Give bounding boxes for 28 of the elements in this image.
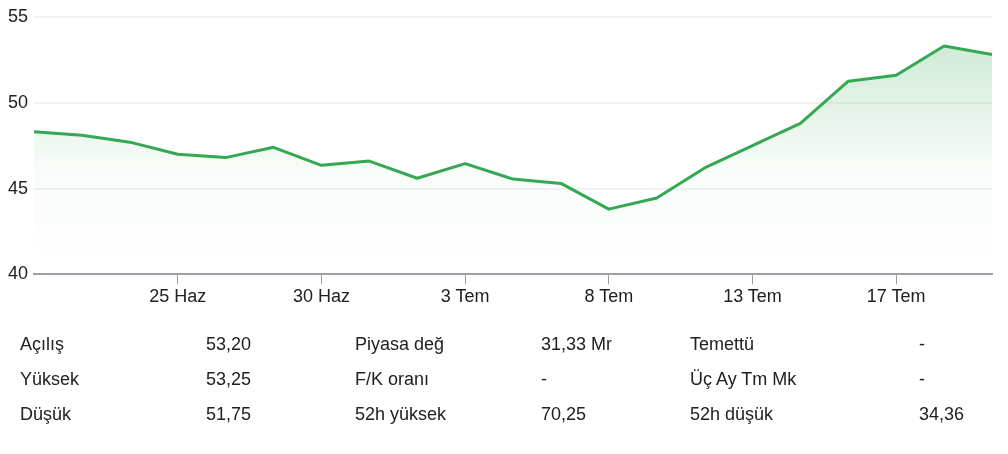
category-label: Düşük xyxy=(20,404,73,425)
y-tick-label: 40 xyxy=(7,263,29,284)
x-tick-label: 3 Tem xyxy=(440,286,490,307)
text: - xyxy=(919,369,925,389)
text: 53,20 xyxy=(206,334,252,354)
category-label: 52h düşük xyxy=(690,404,775,425)
text: 31,33 Mr xyxy=(541,334,613,354)
y-tick-label: 50 xyxy=(7,91,29,112)
y-tick-label: 45 xyxy=(7,177,29,198)
y-tick-label: 55 xyxy=(7,5,29,26)
x-tick-label: 17 Tem xyxy=(866,286,926,307)
category-label: 52h yüksek xyxy=(355,404,448,425)
category-label: Yüksek xyxy=(20,369,81,390)
x-tick-label: 8 Tem xyxy=(584,286,634,307)
x-tick-label: 13 Tem xyxy=(723,286,782,307)
category-label: Piyasa değ xyxy=(355,334,446,355)
text: - xyxy=(541,369,547,389)
category-label: Temettü xyxy=(690,334,756,355)
text: 53,25 xyxy=(206,369,252,389)
category-label: Üç Ay Tm Mk xyxy=(690,369,798,390)
x-tick-label: 30 Haz xyxy=(292,286,350,307)
category-label: F/K oranı xyxy=(355,369,431,390)
category-label: Açılış xyxy=(20,334,65,355)
text: 51,75 xyxy=(206,404,252,424)
text: 70,25 xyxy=(541,404,587,424)
x-tick-label: 25 Haz xyxy=(149,286,207,307)
text: - xyxy=(919,334,925,354)
text: 34,36 xyxy=(919,404,965,424)
